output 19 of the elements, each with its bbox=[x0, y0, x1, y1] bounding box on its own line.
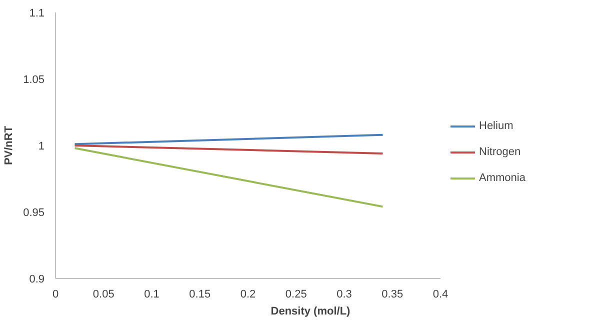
x-tick-label: 0.2 bbox=[240, 288, 256, 300]
x-tick-label: 0.25 bbox=[285, 288, 307, 300]
x-tick-label: 0 bbox=[52, 288, 59, 300]
y-axis-title: PV/nRT bbox=[3, 126, 16, 166]
legend-label: Ammonia bbox=[479, 172, 526, 184]
x-tick-label: 0.15 bbox=[189, 288, 211, 300]
legend-label: Nitrogen bbox=[479, 146, 521, 158]
y-tick-label: 1.05 bbox=[23, 74, 45, 86]
y-tick-label: 0.95 bbox=[23, 207, 45, 219]
x-tick-label: 0.35 bbox=[382, 288, 404, 300]
x-axis-title: Density (mol/L) bbox=[270, 306, 351, 318]
x-tick-label: 0.05 bbox=[92, 288, 114, 300]
x-tick-label: 0.4 bbox=[432, 288, 448, 300]
legend-label: Helium bbox=[479, 120, 514, 132]
x-tick-label: 0.3 bbox=[336, 288, 352, 300]
y-tick-label: 1 bbox=[38, 140, 45, 152]
y-tick-label: 0.9 bbox=[29, 274, 45, 286]
y-tick-label: 1.1 bbox=[29, 8, 45, 20]
x-tick-label: 0.1 bbox=[144, 288, 160, 300]
